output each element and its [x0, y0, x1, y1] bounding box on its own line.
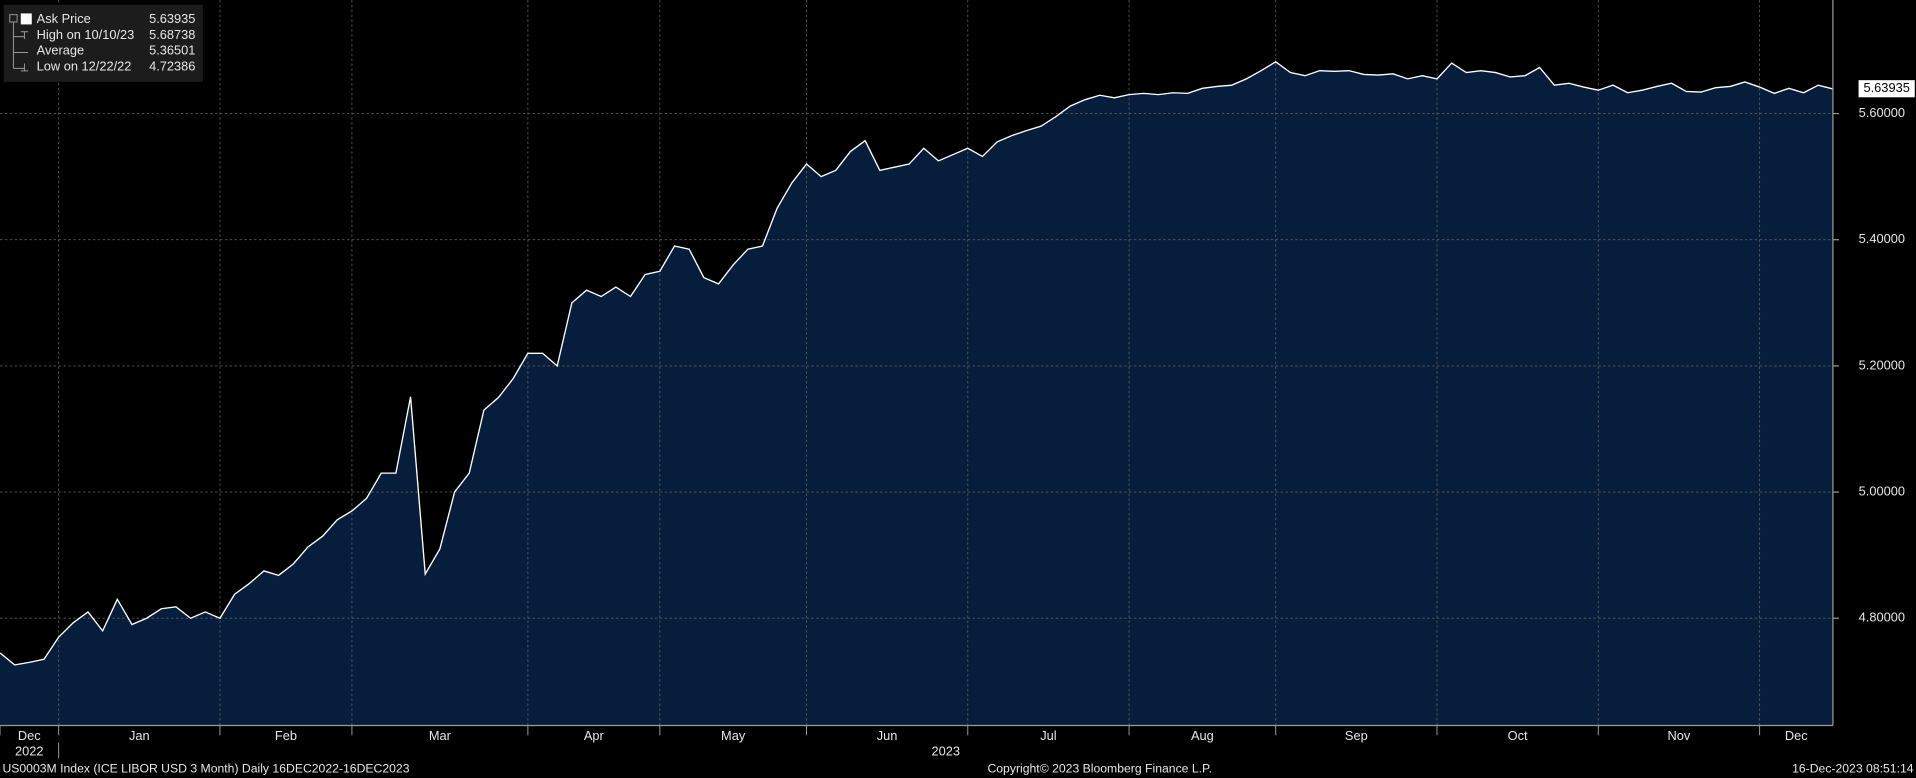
year-label: 2022 — [15, 744, 44, 759]
plot-area — [0, 0, 1834, 726]
legend-label: High on 10/10/23 — [37, 27, 135, 42]
y-tick-label: 4.80000 — [1859, 610, 1905, 625]
line — [0, 61, 1834, 666]
legend-label: Low on 12/22/22 — [37, 59, 132, 74]
x-tick-label: Jan — [129, 728, 150, 743]
x-tick-label: Sep — [1345, 728, 1368, 743]
legend-value: 5.68738 — [149, 27, 195, 42]
x-tick-label: Aug — [1191, 728, 1214, 743]
y-tick-label: 5.40000 — [1859, 231, 1905, 246]
legend-label: Average — [37, 43, 85, 58]
y-tick-label: 5.20000 — [1859, 357, 1905, 372]
footer-right: 16-Dec-2023 08:51:14 — [1792, 762, 1914, 776]
last-value-box — [1858, 80, 1915, 98]
footer-center: Copyright© 2023 Bloomberg Finance L.P. — [987, 762, 1212, 776]
legend: Ask Price 5.63935 High on 10/10/23 5.6873… — [3, 4, 203, 82]
legend-icons — [12, 21, 29, 72]
footer-left: US0003M Index (ICE LIBOR USD 3 Month) Da… — [2, 762, 409, 776]
y-tick-label: 5.60000 — [1859, 105, 1905, 120]
legend-swatch — [20, 13, 32, 25]
x-tick-label: Dec — [1785, 728, 1808, 743]
x-tick-label: Mar — [429, 728, 452, 743]
x-tick-label: Oct — [1508, 728, 1528, 743]
legend-box — [3, 4, 203, 82]
legend-value: 5.63935 — [149, 11, 195, 26]
x-tick-label: Jul — [1040, 728, 1056, 743]
area — [0, 61, 1833, 726]
last-value-label: 5.63935 — [1864, 80, 1910, 95]
x-tick-label: Nov — [1668, 728, 1691, 743]
y-tick-label: 5.00000 — [1859, 483, 1905, 498]
x-tick-label: Apr — [584, 728, 605, 743]
x-tick-label: May — [721, 728, 746, 743]
footer: US0003M Index (ICE LIBOR USD 3 Month) Da… — [2, 762, 1913, 776]
x-tick-label: Dec — [18, 728, 41, 743]
year-label: 2023 — [932, 744, 961, 759]
x-tick-label: Jun — [877, 728, 898, 743]
legend-label: Ask Price — [37, 11, 91, 26]
legend-value: 5.36501 — [149, 43, 195, 58]
legend-value: 4.72386 — [149, 59, 195, 74]
x-tick-label: Feb — [275, 728, 297, 743]
